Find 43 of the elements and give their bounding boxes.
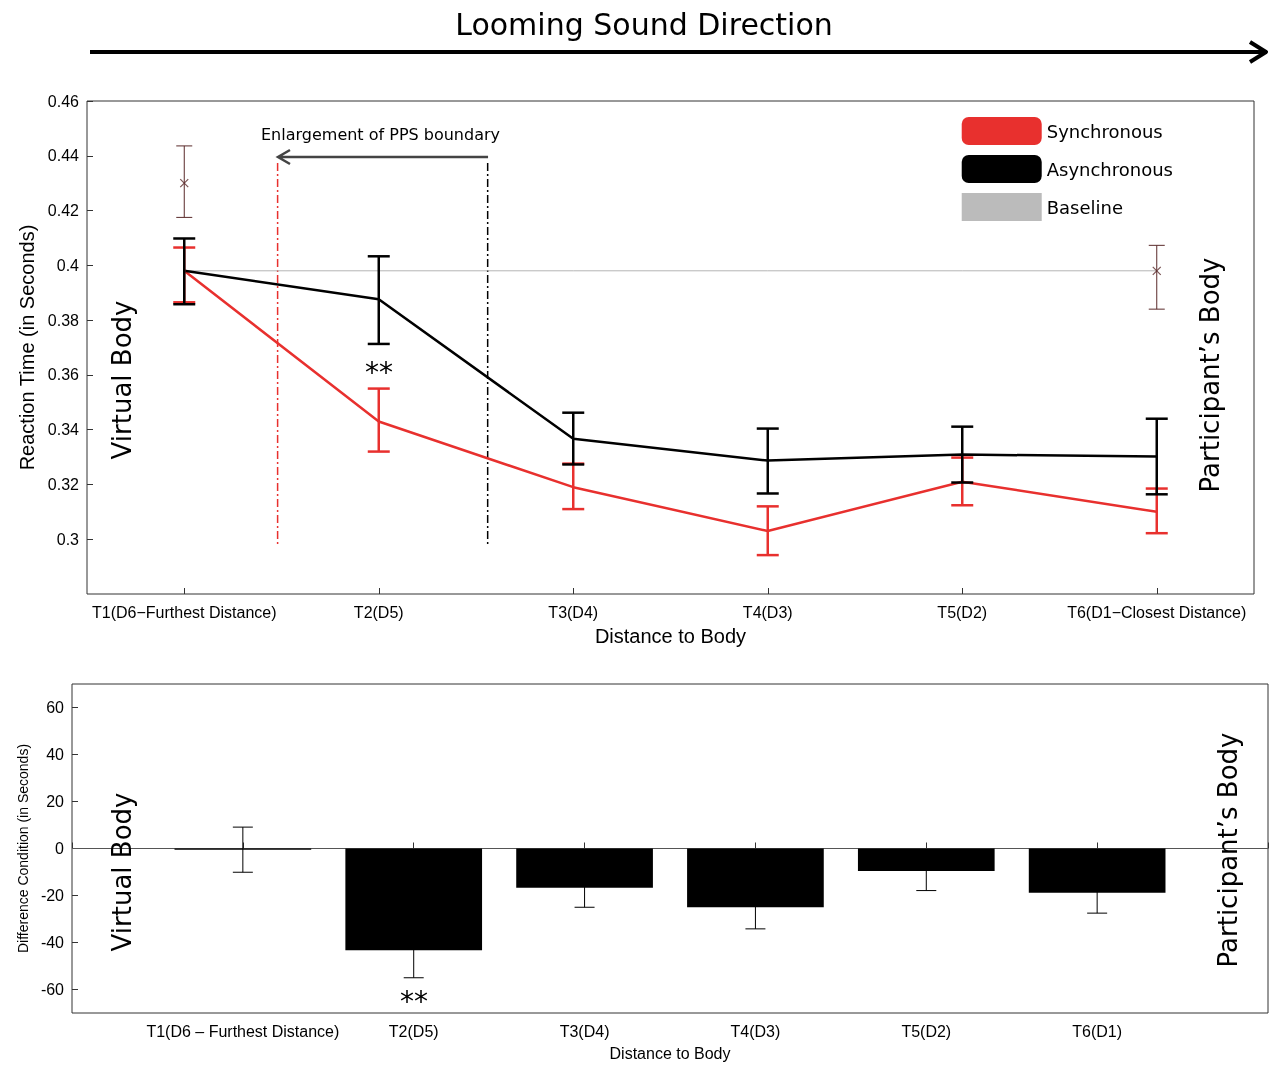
x-tick-label: T1(D6 – Furthest Distance) bbox=[146, 1022, 340, 1040]
legend-label: Baseline bbox=[1046, 196, 1124, 218]
x-tick-label: T5(D2) bbox=[901, 1022, 952, 1040]
x-tick-label: T3(D4) bbox=[548, 603, 599, 621]
y-axis-title: Difference Condition (in Seconds) bbox=[14, 743, 31, 954]
x-tick-label: T4(D3) bbox=[730, 1022, 781, 1040]
y-tick-label: 0.3 bbox=[56, 530, 80, 548]
annotation: Virtual Body bbox=[107, 792, 137, 952]
y-tick-label: 0 bbox=[55, 840, 65, 857]
x-tick-label: T5(D2) bbox=[937, 603, 988, 621]
y-tick-label: -20 bbox=[40, 887, 65, 904]
x-tick-label: T4(D3) bbox=[742, 603, 793, 621]
y-tick-label: 20 bbox=[46, 793, 65, 810]
annotation: Virtual Body bbox=[107, 300, 137, 460]
legend-label: Synchronous bbox=[1046, 120, 1163, 142]
y-axis-title: Reaction Time (in Seconds) bbox=[15, 224, 38, 471]
y-tick-label: 0.4 bbox=[56, 256, 80, 274]
y-tick-label: 0.34 bbox=[47, 421, 80, 439]
x-tick-label: T6(D1) bbox=[1072, 1022, 1123, 1040]
y-tick-label: 0.42 bbox=[47, 202, 80, 220]
y-tick-label: 0.38 bbox=[47, 311, 80, 329]
annotation: ** bbox=[365, 355, 393, 389]
y-tick-label: 0.36 bbox=[47, 366, 80, 384]
x-tick-label: T1(D6−Furthest Distance) bbox=[91, 603, 277, 621]
x-axis-title: Distance to Body bbox=[594, 625, 747, 647]
x-tick-label: T2(D5) bbox=[353, 603, 404, 621]
y-tick-label: 0.46 bbox=[47, 92, 80, 110]
y-tick-label: -60 bbox=[40, 981, 65, 998]
x-axis-title: Distance to Body bbox=[609, 1044, 731, 1062]
x-tick-label: T6(D1−Closest Distance) bbox=[1067, 603, 1247, 621]
annotation: ** bbox=[400, 984, 428, 1018]
y-tick-label: 40 bbox=[46, 746, 65, 763]
y-tick-label: -40 bbox=[40, 934, 65, 951]
x-tick-label: T3(D4) bbox=[559, 1022, 610, 1040]
x-tick-label: T2(D5) bbox=[388, 1022, 439, 1040]
y-tick-label: 60 bbox=[46, 699, 65, 716]
annotation: Participant’s Body bbox=[1213, 732, 1243, 968]
y-tick-label: 0.44 bbox=[47, 147, 80, 165]
annotation: Participant’s Body bbox=[1195, 257, 1225, 493]
annotation: Enlargement of PPS boundary bbox=[261, 124, 501, 144]
legend-label: Asynchronous bbox=[1046, 158, 1173, 180]
chart-title: Looming Sound Direction bbox=[455, 6, 833, 42]
y-tick-label: 0.32 bbox=[47, 475, 80, 493]
